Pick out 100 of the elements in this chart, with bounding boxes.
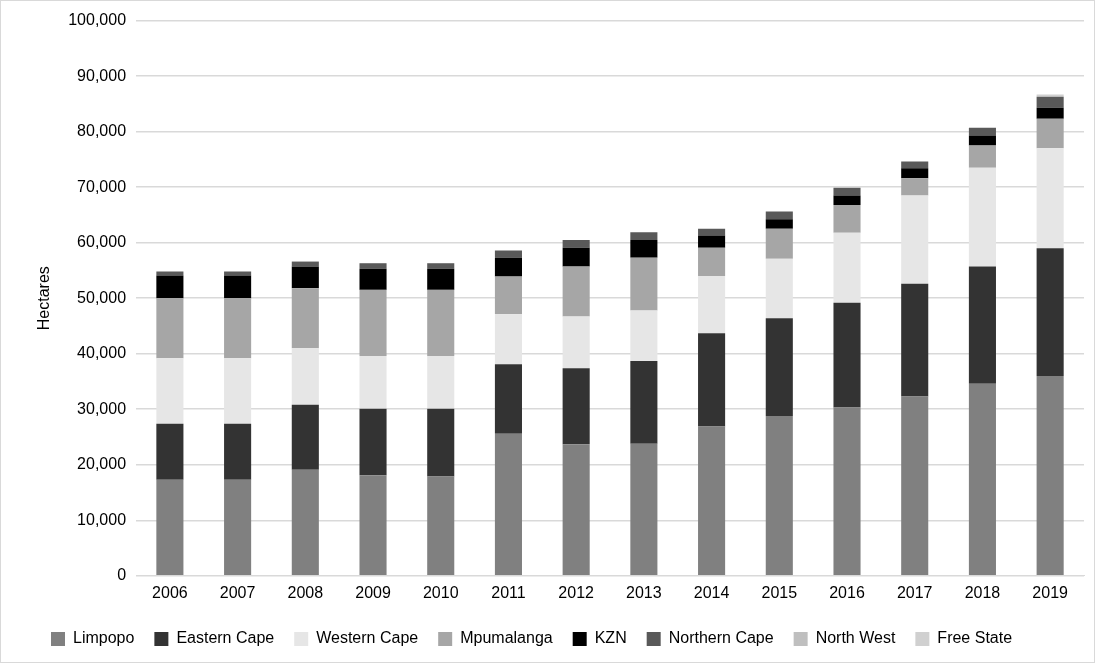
bar — [765, 258, 793, 319]
bar — [833, 195, 861, 205]
bar — [630, 257, 658, 311]
bar — [156, 423, 184, 480]
bar — [427, 408, 455, 477]
bar — [291, 266, 319, 289]
bar — [968, 135, 996, 146]
y-tick-label: 30,000 — [77, 399, 127, 417]
x-tick-label: 2008 — [287, 583, 324, 601]
bar — [630, 360, 658, 444]
bar — [630, 239, 658, 258]
bar — [833, 187, 861, 196]
bar — [698, 228, 726, 236]
bar — [562, 247, 590, 267]
bar — [833, 302, 861, 408]
bar — [427, 355, 455, 409]
bar — [359, 475, 387, 576]
y-tick-label: 100,000 — [68, 11, 127, 29]
bar — [968, 167, 996, 267]
bar — [968, 266, 996, 384]
x-tick-label: 2012 — [558, 583, 595, 601]
bar — [359, 408, 387, 476]
bar — [494, 276, 522, 315]
bar — [833, 407, 861, 576]
y-axis-title: Hectares — [35, 266, 53, 331]
bar — [765, 211, 793, 220]
bar — [1036, 94, 1064, 97]
bar — [968, 127, 996, 136]
legend-label: Mpumalanga — [460, 629, 553, 647]
bar — [1036, 96, 1064, 108]
bar — [494, 364, 522, 434]
legend-label: North West — [815, 629, 896, 647]
bar — [359, 268, 387, 290]
bar — [1036, 375, 1064, 576]
bar — [427, 263, 455, 269]
bar — [968, 383, 996, 576]
bar — [291, 404, 319, 470]
legend-label: Eastern Cape — [176, 629, 275, 647]
bar — [765, 415, 793, 576]
bar — [494, 433, 522, 576]
bar — [494, 257, 522, 277]
bar — [901, 283, 929, 397]
bar — [901, 168, 929, 179]
legend-label: Free State — [937, 629, 1013, 647]
bar — [224, 479, 252, 576]
bar — [562, 316, 590, 369]
bar — [833, 204, 861, 233]
bar — [968, 145, 996, 168]
bar — [901, 178, 929, 196]
bar — [1036, 148, 1064, 249]
bar — [765, 318, 793, 416]
x-tick-label: 2015 — [761, 583, 798, 601]
bar — [359, 263, 387, 269]
x-tick-label: 2013 — [626, 583, 662, 601]
bar — [156, 298, 184, 359]
x-tick-label: 2010 — [422, 583, 459, 601]
y-tick-label: 50,000 — [77, 288, 127, 306]
bar — [765, 219, 793, 229]
legend-label: Western Cape — [316, 629, 419, 647]
bar — [291, 261, 319, 267]
y-tick-label: 60,000 — [77, 233, 127, 251]
y-tick-label: 70,000 — [77, 177, 127, 195]
bar — [359, 289, 387, 356]
x-tick-label: 2016 — [829, 583, 865, 601]
y-tick-label: 90,000 — [77, 66, 127, 84]
bar — [901, 195, 929, 284]
bar — [156, 479, 184, 576]
y-tick-label: 10,000 — [77, 510, 127, 528]
bar — [630, 232, 658, 240]
legend-label: Limpopo — [73, 629, 135, 647]
x-tick-label: 2011 — [491, 583, 526, 601]
bar — [1036, 107, 1064, 119]
bar — [291, 469, 319, 576]
x-tick-label: 2014 — [693, 583, 730, 601]
bar — [494, 314, 522, 365]
bar — [562, 239, 590, 248]
legend-label: Northern Cape — [668, 629, 774, 647]
bar — [427, 476, 455, 576]
bar — [901, 161, 929, 169]
bar — [698, 235, 726, 248]
bar — [630, 443, 658, 576]
bar — [224, 358, 252, 424]
y-tick-label: 20,000 — [77, 455, 127, 473]
bar — [698, 333, 726, 427]
bar — [833, 232, 861, 303]
bar — [698, 247, 726, 276]
x-tick-label: 2006 — [152, 583, 188, 601]
bar — [224, 298, 252, 359]
bar — [698, 426, 726, 576]
bar — [1036, 118, 1064, 149]
y-tick-label: 80,000 — [77, 122, 127, 140]
bar — [562, 368, 590, 445]
y-tick-label: 40,000 — [77, 344, 127, 362]
bar — [427, 268, 455, 290]
x-tick-label: 2007 — [219, 583, 256, 601]
bar — [494, 250, 522, 258]
bar — [156, 358, 184, 424]
x-tick-label: 2017 — [896, 583, 933, 601]
bar — [698, 275, 726, 334]
bar — [427, 289, 455, 356]
